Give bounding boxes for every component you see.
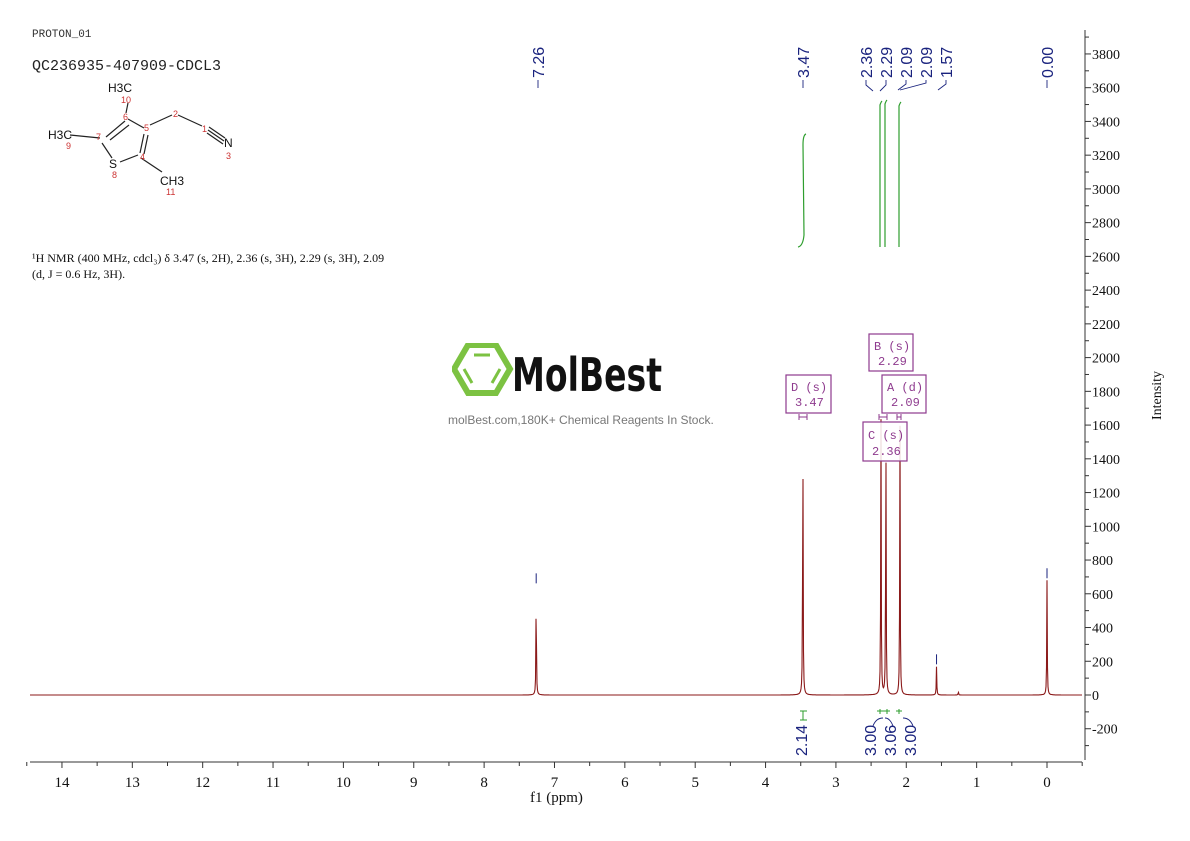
sample-id: QC236935-407909-CDCL3 [32,58,222,75]
x-tick-label: 5 [691,775,699,791]
multiplet-B-shift: 2.29 [878,355,907,369]
x-tick-label: 13 [125,775,140,791]
peak-label: 1.57 [939,47,956,78]
y-tick-label: 2600 [1092,250,1120,265]
y-tick-label: 2200 [1092,318,1120,333]
integral-label: 3.06 [883,725,900,756]
x-tick-label: 10 [336,775,351,791]
integral-label: 3.00 [903,725,920,756]
x-tick-label: 7 [551,775,559,791]
x-tick-label: 2 [903,775,911,791]
integration-markers [800,709,902,721]
y-tick-label: 600 [1092,588,1113,603]
integral-label: 3.00 [863,725,880,756]
y-tick-label: 3600 [1092,82,1120,97]
svg-text:5: 5 [144,123,149,133]
svg-text:9: 9 [66,141,71,151]
atom-label: H3C [108,81,132,95]
y-tick-label: 3400 [1092,115,1120,130]
x-tick-label: 14 [54,775,70,791]
x-tick-label: 11 [266,775,280,791]
y-tick-label: 3000 [1092,183,1120,198]
peak-label: 3.47 [796,47,813,78]
multiplet-D-id: D (s) [791,381,827,395]
svg-text:1: 1 [202,124,207,134]
peak-label: 7.26 [531,47,548,78]
peak-label: 2.09 [899,47,916,78]
peak-label: 2.36 [859,47,876,78]
svg-text:11: 11 [166,187,175,195]
nmr-line-1: ¹H NMR (400 MHz, cdcl₃) δ 3.47 (s, 2H), … [32,251,385,265]
y-tick-label: 1800 [1092,385,1120,400]
integral-curves [797,99,902,248]
spectrum-trace [30,419,1082,696]
multiplet-C-id: C (s) [868,429,904,443]
atom-label: H3C [48,128,72,142]
x-tick-label: 9 [410,775,418,791]
y-tick-label: -200 [1092,723,1118,738]
svg-text:4: 4 [140,152,145,162]
brand-name: MolBest [512,348,662,398]
molecule-structure: H3C H3C S CH3 N 10 9 8 11 3 6 5 7 4 2 1 [48,81,233,195]
svg-text:2: 2 [173,109,178,119]
multiplet-D-shift: 3.47 [795,396,824,410]
multiplet-range-markers [798,414,902,420]
peak-label-connectors [537,80,1048,92]
multiplet-boxes [785,333,927,462]
y-tick-label: 800 [1092,554,1113,569]
x-tick-label: 12 [195,775,210,791]
x-tick-label: 6 [621,775,629,791]
x-tick-label: 3 [832,775,840,791]
y-tick-label: 1600 [1092,419,1120,434]
multiplet-A-shift: 2.09 [891,396,920,410]
integral-label: 2.14 [794,725,811,756]
watermark-tagline: molBest.com,180K+ Chemical Reagents In S… [448,413,714,427]
svg-text:3: 3 [226,151,231,161]
atom-label: CH3 [160,174,184,188]
y-tick-label: 2400 [1092,284,1120,299]
svg-text:8: 8 [112,170,117,180]
atom-label: S [109,157,117,171]
svg-text:10: 10 [121,95,131,105]
svg-text:7: 7 [96,132,101,142]
nmr-description: ¹H NMR (400 MHz, cdcl₃) δ 3.47 (s, 2H), … [32,250,452,282]
y-tick-label: 3800 [1092,48,1120,63]
x-tick-label: 1 [973,775,981,791]
y-tick-label: 1000 [1092,520,1120,535]
y-tick-label: 2800 [1092,217,1120,232]
peak-label: 0.00 [1040,47,1057,78]
x-tick-label: 4 [762,775,770,791]
y-tick-label: 400 [1092,622,1113,637]
y-tick-label: 3200 [1092,149,1120,164]
multiplet-labels: D (s) 3.47 B (s) 2.29 A (d) 2.09 C (s) 2… [791,340,923,459]
x-tick-label: 8 [480,775,488,791]
peak-label: 2.09 [919,47,936,78]
experiment-name: PROTON_01 [32,29,92,41]
molbest-logo: MolBest [452,343,662,398]
x-axis-title: f1 (ppm) [530,790,583,806]
y-tick-label: 1200 [1092,487,1120,502]
nmr-line-2: (d, J = 0.6 Hz, 3H). [32,267,126,281]
atom-label: N [224,136,233,150]
multiplet-B-id: B (s) [874,340,910,354]
multiplet-A-id: A (d) [887,381,923,395]
y-tick-label: 0 [1092,689,1099,704]
y-tick-label: 1400 [1092,453,1120,468]
y-axis-title: Intensity [1150,371,1165,420]
x-tick-label: 0 [1043,775,1051,791]
multiplet-C-shift: 2.36 [872,445,901,459]
y-tick-label: 2000 [1092,352,1120,367]
peak-label: 2.29 [879,47,896,78]
y-tick-label: 200 [1092,655,1113,670]
svg-text:6: 6 [123,112,128,122]
